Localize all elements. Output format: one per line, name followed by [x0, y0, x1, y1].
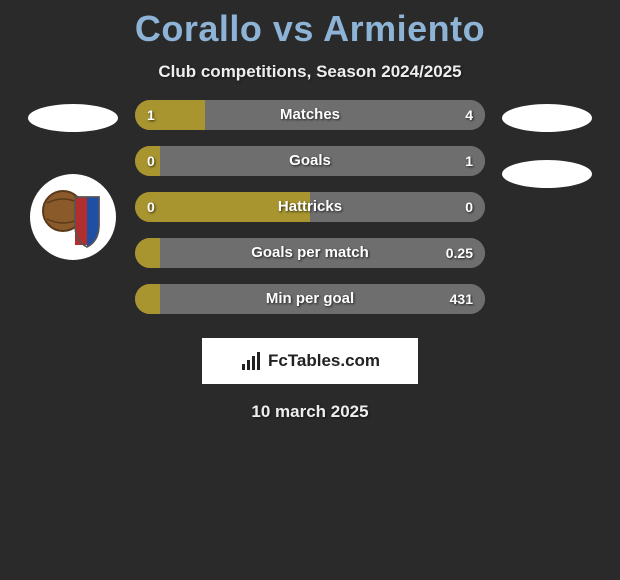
stat-label: Goals per match: [135, 238, 485, 268]
stat-bar: Matches1 4: [135, 100, 485, 130]
stat-label: Hattricks: [135, 192, 485, 222]
stat-value-right: 0: [453, 192, 485, 222]
stat-label: Min per goal: [135, 284, 485, 314]
comparison-panel: Matches14Goals01Hattricks00Goals per mat…: [0, 100, 620, 314]
stat-bars: Matches14Goals01Hattricks00Goals per mat…: [135, 100, 485, 314]
stat-label: Matches: [135, 100, 485, 130]
club-crest-icon: [37, 181, 109, 253]
chart-icon: [240, 350, 262, 372]
stat-value-right: 0.25: [434, 238, 485, 268]
page-title: Corallo vs Armiento: [0, 8, 620, 50]
stat-value-right: 1: [453, 146, 485, 176]
date-label: 10 march 2025: [0, 402, 620, 422]
player-right-oval-2: [502, 160, 592, 188]
stat-value-left: 1: [135, 100, 167, 130]
stat-label: Goals: [135, 146, 485, 176]
attribution-badge: FcTables.com: [202, 338, 418, 384]
right-column: [499, 100, 595, 314]
attribution-text: FcTables.com: [268, 351, 380, 371]
subtitle: Club competitions, Season 2024/2025: [0, 62, 620, 82]
stat-bar: Goals0 1: [135, 146, 485, 176]
player-left-oval: [28, 104, 118, 132]
stat-value-left: 0: [135, 192, 167, 222]
stat-bar: Min per goal431: [135, 284, 485, 314]
stat-value-left: 0: [135, 146, 167, 176]
stat-bar: Hattricks0 0: [135, 192, 485, 222]
stat-value-right: 4: [453, 100, 485, 130]
left-column: [25, 100, 121, 314]
stat-bar: Goals per match0.25: [135, 238, 485, 268]
stat-value-right: 431: [438, 284, 485, 314]
club-badge-left: [30, 174, 116, 260]
player-right-oval-1: [502, 104, 592, 132]
